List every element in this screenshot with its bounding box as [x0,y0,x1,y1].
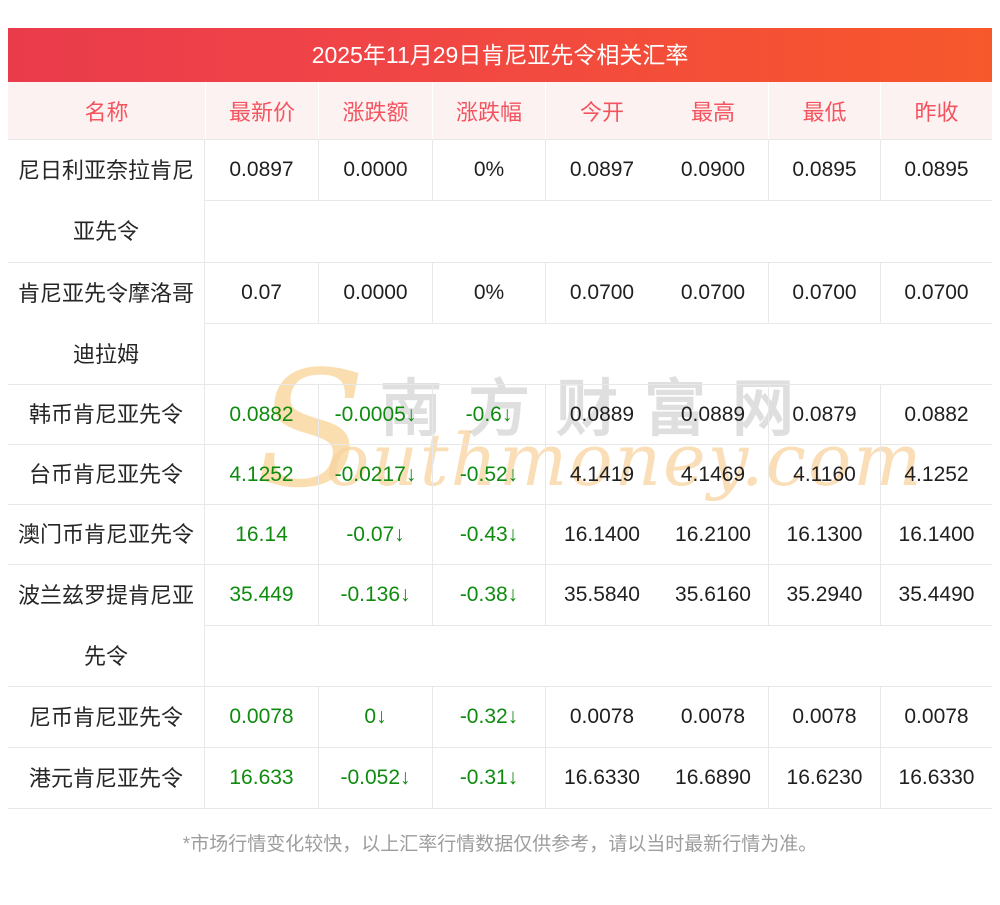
open-price: 35.5840 [545,565,658,625]
high-price: 0.0900 [680,158,746,181]
change-amount: -0.136↓ [318,565,432,625]
low-price: 35.2940 [768,565,880,625]
prev-close-price: 35.4490 [880,565,992,625]
high-price: 0.0700 [680,281,746,304]
table-row: 波兰兹罗提肯尼亚先令 35.449 -0.136↓ -0.38↓ 35.5840… [8,565,992,687]
page-title: 2025年11月29日肯尼亚先令相关汇率 [311,42,689,68]
low-price: 16.6230 [768,748,880,808]
high-price: 4.1469 [680,462,746,486]
column-header-latest: 最新价 [205,82,318,139]
open-price: 4.1419 [545,445,658,504]
latest-price: 0.0897 [229,158,294,181]
change-percent: -0.32↓ [432,687,545,747]
table-row: 澳门币肯尼亚先令 16.14 -0.07↓ -0.43↓ 16.1400 16.… [8,505,992,565]
prev-close-price: 0.0078 [880,687,992,747]
open-price: 0.0078 [545,687,658,747]
high-price: 0.0078 [680,705,746,728]
change-amount: -0.0005↓ [318,385,432,444]
change-percent: -0.6↓ [432,385,545,444]
open-price: 0.0700 [545,263,658,323]
open-price: 0.0889 [545,385,658,444]
latest-price: 16.14 [235,522,288,546]
low-price: 0.0078 [768,687,880,747]
change-amount: -0.052↓ [318,748,432,808]
table-row: 港元肯尼亚先令 16.633 -0.052↓ -0.31↓ 16.6330 16… [8,748,992,809]
disclaimer-text: *市场行情变化较快，以上汇率行情数据仅供参考，请以当时最新行情为准。 [182,834,818,855]
latest-price: 0.0882 [229,402,294,426]
pair-name: 尼币肯尼亚先令 [8,687,205,747]
column-header-change: 涨跌额 [318,82,432,139]
change-percent: -0.38↓ [432,565,545,625]
table-row: 韩币肯尼亚先令 0.0882 -0.0005↓ -0.6↓ 0.0889 0.0… [8,385,992,445]
latest-price: 0.0078 [229,705,294,728]
latest-price: 4.1252 [229,462,294,486]
change-amount: 0.0000 [318,263,432,323]
pair-name: 尼日利亚奈拉肯尼亚先令 [8,140,205,262]
low-price: 4.1160 [768,445,880,504]
table-row: 尼日利亚奈拉肯尼亚先令 0.0897 0.0000 0% 0.0897 0.09… [8,140,992,263]
column-header-low: 最低 [768,82,880,139]
change-percent: -0.52↓ [432,445,545,504]
open-price: 0.0897 [545,140,658,200]
rates-table: S outhmoney.com 南方财富网 名称 最新价 涨跌额 涨跌幅 今开 … [8,82,992,809]
pair-name: 波兰兹罗提肯尼亚先令 [8,565,205,686]
prev-close-price: 4.1252 [880,445,992,504]
pair-name: 台币肯尼亚先令 [8,445,205,504]
open-price: 16.6330 [545,748,658,808]
high-price: 35.6160 [675,583,751,606]
change-percent: 0% [432,263,545,323]
table-row: 尼币肯尼亚先令 0.0078 0↓ -0.32↓ 0.0078 0.0078 0… [8,687,992,748]
low-price: 0.0700 [768,263,880,323]
latest-price: 35.449 [229,583,294,606]
high-price: 16.6890 [675,766,751,789]
column-header-prev-close: 昨收 [880,82,992,139]
pair-name: 澳门币肯尼亚先令 [8,505,205,564]
change-amount: -0.0217↓ [318,445,432,504]
page: 2025年11月29日肯尼亚先令相关汇率 S outhmoney.com 南方财… [8,28,992,856]
high-price: 0.0889 [680,402,746,426]
prev-close-price: 0.0700 [880,263,992,323]
prev-close-price: 16.6330 [880,748,992,808]
change-percent: -0.43↓ [432,505,545,564]
column-header-high: 最高 [690,99,735,125]
table-row: 台币肯尼亚先令 4.1252 -0.0217↓ -0.52↓ 4.1419 4.… [8,445,992,505]
prev-close-price: 0.0895 [880,140,992,200]
column-header-change-pct: 涨跌幅 [432,82,545,139]
column-header-open: 今开 [545,82,658,139]
prev-close-price: 16.1400 [880,505,992,564]
prev-close-price: 0.0882 [880,385,992,444]
change-percent: 0% [432,140,545,200]
change-amount: 0↓ [318,687,432,747]
low-price: 0.0895 [768,140,880,200]
pair-name: 港元肯尼亚先令 [8,748,205,808]
low-price: 0.0879 [768,385,880,444]
change-amount: -0.07↓ [318,505,432,564]
table-header-row: 名称 最新价 涨跌额 涨跌幅 今开 最高 最低 昨收 [8,82,992,140]
table-row: 肯尼亚先令摩洛哥迪拉姆 0.07 0.0000 0% 0.0700 0.0700… [8,263,992,385]
latest-price: 0.07 [241,281,282,304]
change-amount: 0.0000 [318,140,432,200]
open-price: 16.1400 [545,505,658,564]
low-price: 16.1300 [768,505,880,564]
pair-name: 韩币肯尼亚先令 [8,385,205,444]
pair-name: 肯尼亚先令摩洛哥迪拉姆 [8,263,205,384]
title-bar: 2025年11月29日肯尼亚先令相关汇率 [8,28,992,82]
column-header-name: 名称 [84,99,129,125]
change-percent: -0.31↓ [432,748,545,808]
high-price: 16.2100 [675,522,751,546]
latest-price: 16.633 [229,766,294,789]
